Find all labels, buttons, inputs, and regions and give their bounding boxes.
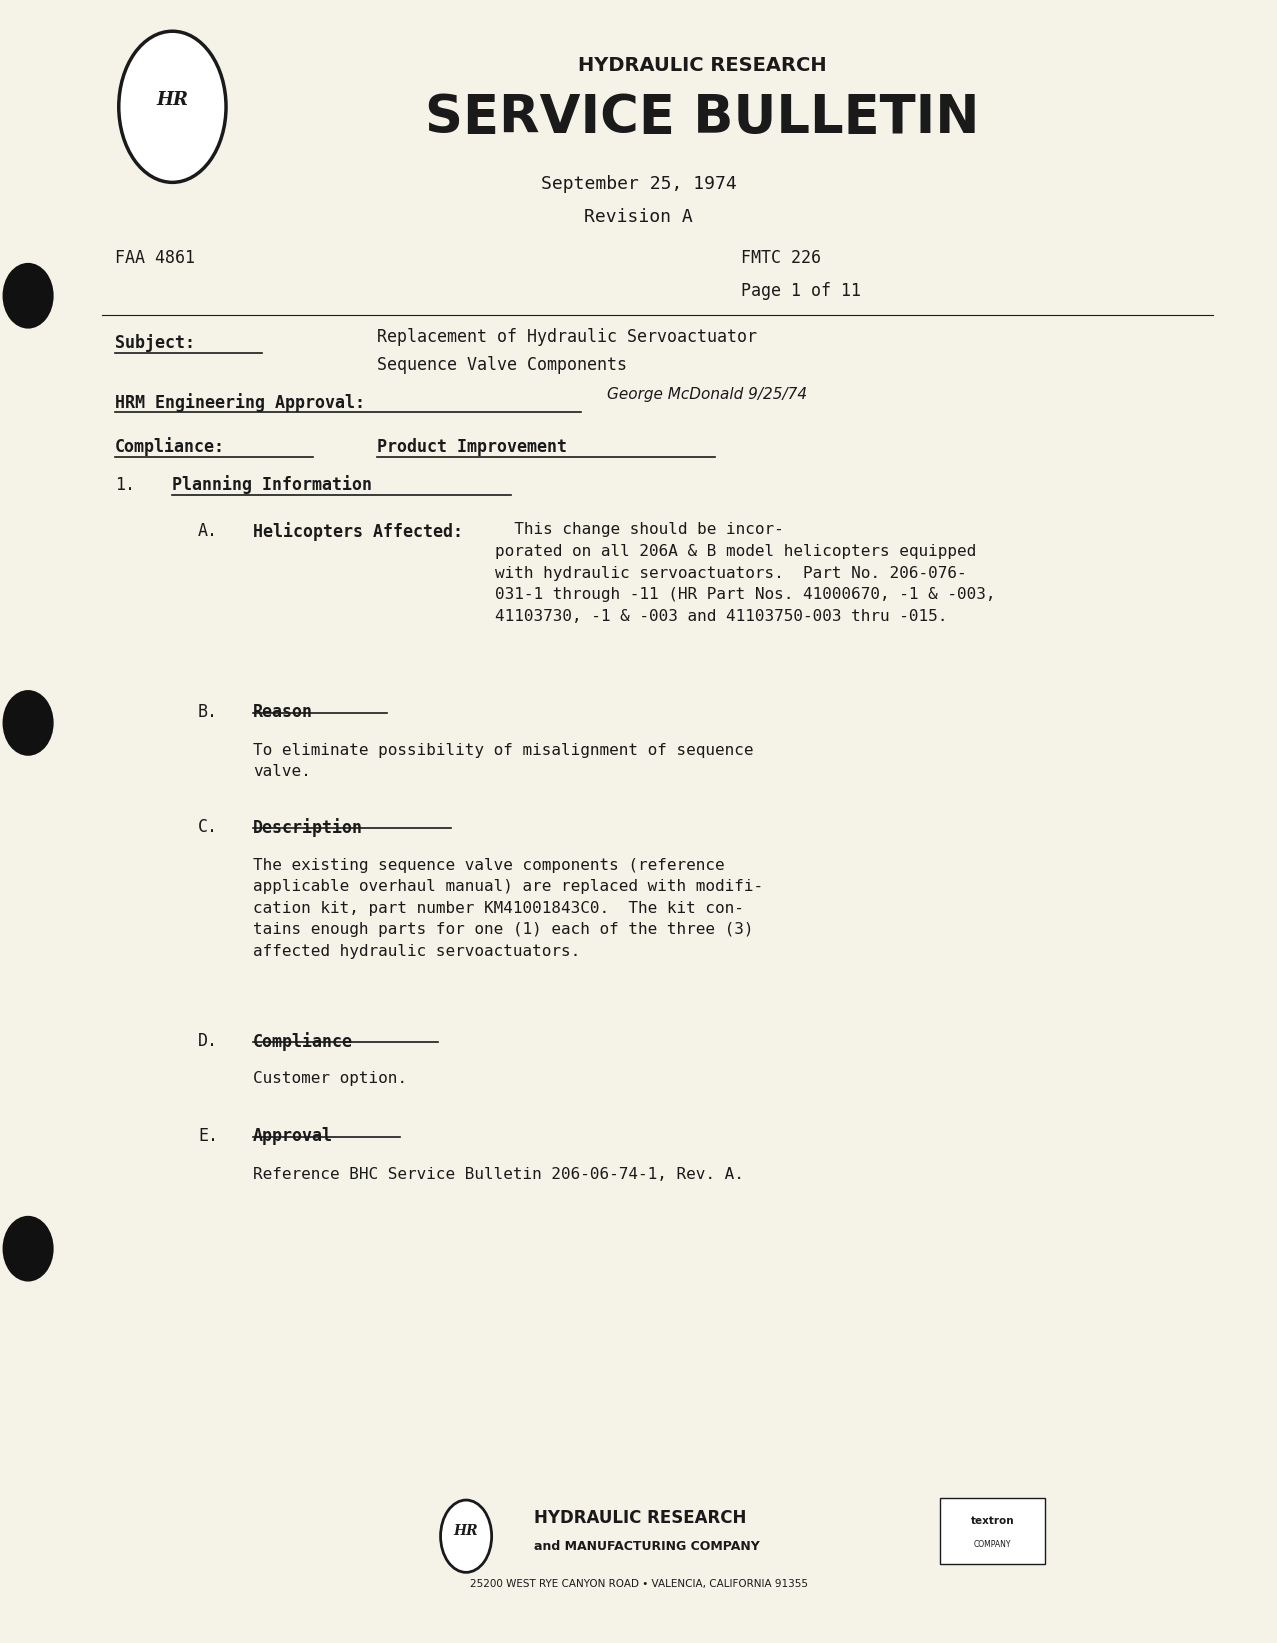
Text: FAA 4861: FAA 4861 [115,250,195,266]
Text: Revision A: Revision A [584,209,693,225]
Text: Page 1 of 11: Page 1 of 11 [741,283,861,299]
Text: George McDonald 9/25/74: George McDonald 9/25/74 [607,386,807,403]
Text: HYDRAULIC RESEARCH: HYDRAULIC RESEARCH [534,1510,746,1526]
Text: 25200 WEST RYE CANYON ROAD • VALENCIA, CALIFORNIA 91355: 25200 WEST RYE CANYON ROAD • VALENCIA, C… [470,1579,807,1589]
Text: Planning Information: Planning Information [172,475,373,495]
Text: textron: textron [971,1516,1014,1526]
Text: Helicopters Affected:: Helicopters Affected: [253,522,462,542]
Text: D.: D. [198,1032,218,1050]
Text: Sequence Valve Components: Sequence Valve Components [377,357,627,373]
Circle shape [3,690,54,756]
Text: Compliance:: Compliance: [115,437,225,457]
Text: HYDRAULIC RESEARCH: HYDRAULIC RESEARCH [578,56,826,76]
Text: COMPANY: COMPANY [973,1539,1011,1549]
Text: B.: B. [198,703,218,721]
Text: C.: C. [198,818,218,836]
Text: and MANUFACTURING COMPANY: and MANUFACTURING COMPANY [534,1539,760,1553]
Circle shape [3,263,54,329]
Circle shape [3,1216,54,1282]
Text: HR: HR [156,92,189,108]
Ellipse shape [441,1500,492,1572]
Text: FMTC 226: FMTC 226 [741,250,821,266]
Text: HR: HR [453,1525,479,1538]
Ellipse shape [119,31,226,182]
Text: Compliance: Compliance [253,1032,352,1052]
Text: A.: A. [198,522,218,541]
Text: Subject:: Subject: [115,335,195,352]
Text: September 25, 1974: September 25, 1974 [540,176,737,192]
Text: Reference BHC Service Bulletin 206-06-74-1, Rev. A.: Reference BHC Service Bulletin 206-06-74… [253,1167,743,1181]
Text: Approval: Approval [253,1127,333,1145]
Text: The existing sequence valve components (reference
applicable overhaul manual) ar: The existing sequence valve components (… [253,858,762,960]
Text: SERVICE BULLETIN: SERVICE BULLETIN [425,92,979,145]
Text: Replacement of Hydraulic Servoactuator: Replacement of Hydraulic Servoactuator [377,329,757,345]
FancyBboxPatch shape [940,1498,1045,1564]
Text: To eliminate possibility of misalignment of sequence
valve.: To eliminate possibility of misalignment… [253,743,753,779]
Text: Product Improvement: Product Improvement [377,439,567,455]
Text: Reason: Reason [253,703,313,721]
Text: E.: E. [198,1127,218,1145]
Text: This change should be incor-
porated on all 206A & B model helicopters equipped
: This change should be incor- porated on … [495,522,996,624]
Text: 1.: 1. [115,476,135,493]
Text: Description: Description [253,818,363,838]
Text: Customer option.: Customer option. [253,1071,407,1086]
Text: HRM Engineering Approval:: HRM Engineering Approval: [115,393,365,412]
